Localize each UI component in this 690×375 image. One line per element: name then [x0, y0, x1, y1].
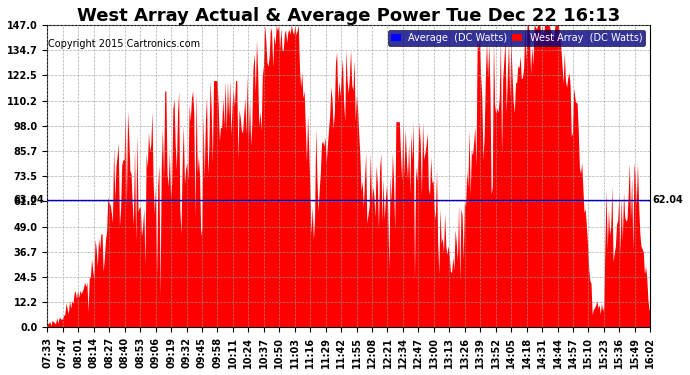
- Text: Copyright 2015 Cartronics.com: Copyright 2015 Cartronics.com: [48, 39, 200, 50]
- Legend: Average  (DC Watts), West Array  (DC Watts): Average (DC Watts), West Array (DC Watts…: [388, 30, 645, 46]
- Title: West Array Actual & Average Power Tue Dec 22 16:13: West Array Actual & Average Power Tue De…: [77, 7, 620, 25]
- Text: 63.04: 63.04: [13, 195, 44, 205]
- Text: 62.04: 62.04: [653, 195, 683, 205]
